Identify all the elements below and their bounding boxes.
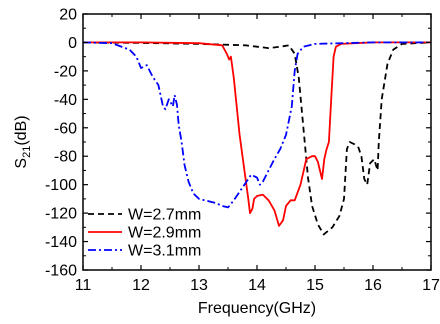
y-tick-label: -20 — [54, 63, 77, 80]
y-axis-title: S21(dB) — [13, 115, 33, 168]
y-tick-label: -140 — [45, 234, 77, 251]
series-line-0 — [82, 41, 432, 236]
y-tick-label: -60 — [54, 120, 77, 137]
y-axis-title-unit: (dB) — [13, 115, 30, 145]
x-tick-label: 12 — [132, 277, 150, 294]
y-axis-title-sub: 21 — [21, 146, 33, 158]
x-tick-label: 13 — [190, 277, 208, 294]
y-tick-label: -160 — [45, 263, 77, 280]
y-tick-label: -100 — [45, 177, 77, 194]
x-tick-label: 17 — [422, 277, 440, 294]
y-tick-label: 20 — [59, 7, 77, 24]
x-tick-label: 16 — [364, 277, 382, 294]
y-axis-title-main: S — [13, 158, 30, 169]
x-tick-label: 15 — [306, 277, 324, 294]
x-tick-label: 11 — [75, 277, 92, 294]
y-tick-label: -80 — [54, 149, 77, 166]
y-tick-label: 0 — [68, 35, 77, 52]
legend-label-0: W=2.7mm — [128, 207, 201, 224]
y-tick-label: -120 — [45, 206, 77, 223]
ticks-layer: 11 12 13 14 15 16 17 20 0 -20 -40 -60 -80 -100 -120 -14… — [45, 7, 440, 295]
series-line-1 — [83, 41, 431, 227]
x-tick-label: 14 — [248, 277, 266, 294]
legend-label-1: W=2.9mm — [128, 225, 201, 242]
y-tick-label: -40 — [54, 92, 77, 109]
series-line-2 — [82, 41, 431, 209]
legend-label-2: W=3.1mm — [128, 243, 201, 260]
series-layer — [82, 41, 432, 236]
x-axis-title: Frequency(GHz) — [198, 300, 316, 317]
